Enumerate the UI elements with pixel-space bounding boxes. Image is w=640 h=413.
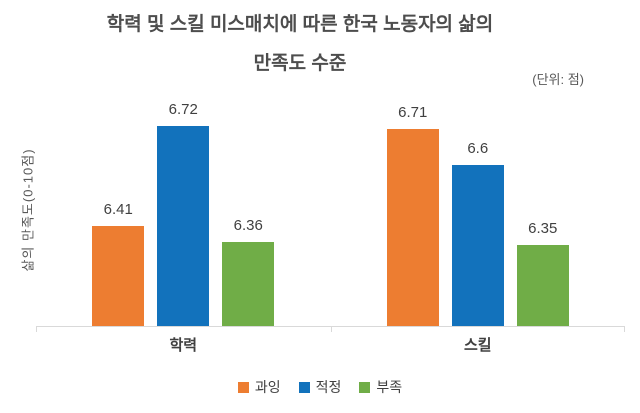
bar-value-label: 6.6 xyxy=(467,140,489,157)
legend-item-적정: 적정 xyxy=(298,377,342,397)
bar-value-label: 6.72 xyxy=(168,101,198,118)
bar-적정-스킬: 6.6 xyxy=(451,140,504,326)
category-axis: 학력 스킬 xyxy=(36,334,625,355)
bar-과잉-스킬: 6.71 xyxy=(386,104,439,326)
category-label-스킬: 스킬 xyxy=(463,337,492,354)
bar-rect xyxy=(157,126,210,326)
bar-rect xyxy=(92,226,145,326)
axis-tick-left xyxy=(36,326,37,332)
bar-rect xyxy=(516,245,569,326)
plot-area: 6.41 6.72 6.36 6.71 6.6 6.35 xyxy=(36,100,626,332)
bar-과잉-학력: 6.41 xyxy=(92,201,145,326)
unit-note: (단위: 점) xyxy=(532,72,584,87)
bar-적정-학력: 6.72 xyxy=(157,101,210,326)
bar-value-label: 6.35 xyxy=(528,220,558,237)
bar-부족-학력: 6.36 xyxy=(222,217,275,326)
y-axis-label: 삶의 만족도(0-10점) xyxy=(20,148,36,272)
legend: 과잉 적정 부족 xyxy=(0,377,640,397)
legend-swatch xyxy=(359,381,371,393)
legend-item-과잉: 과잉 xyxy=(237,377,281,397)
bar-value-label: 6.41 xyxy=(103,201,133,218)
bar-rect xyxy=(222,242,275,326)
axis-tick-middle xyxy=(330,326,332,332)
bar-value-label: 6.71 xyxy=(398,104,428,121)
legend-swatch xyxy=(237,381,249,393)
bar-rect xyxy=(386,129,439,326)
bar-group-스킬: 6.71 6.6 6.35 xyxy=(331,100,626,326)
legend-label: 적정 xyxy=(315,379,342,395)
legend-label: 부족 xyxy=(376,379,403,395)
bar-value-label: 6.36 xyxy=(233,217,263,234)
chart-title-line2: 만족도 수준 xyxy=(253,53,347,74)
bar-group-학력: 6.41 6.72 6.36 xyxy=(36,100,331,326)
axis-tick-right xyxy=(624,326,625,332)
bar-rect xyxy=(451,165,504,326)
bar-부족-스킬: 6.35 xyxy=(516,220,569,326)
category-label-학력: 학력 xyxy=(169,337,198,354)
legend-item-부족: 부족 xyxy=(359,377,402,397)
legend-label: 과잉 xyxy=(254,379,281,395)
chart-title-line1: 학력 및 스킬 미스매치에 따른 한국 노동자의 삶의 xyxy=(106,14,494,35)
legend-swatch xyxy=(298,381,310,393)
